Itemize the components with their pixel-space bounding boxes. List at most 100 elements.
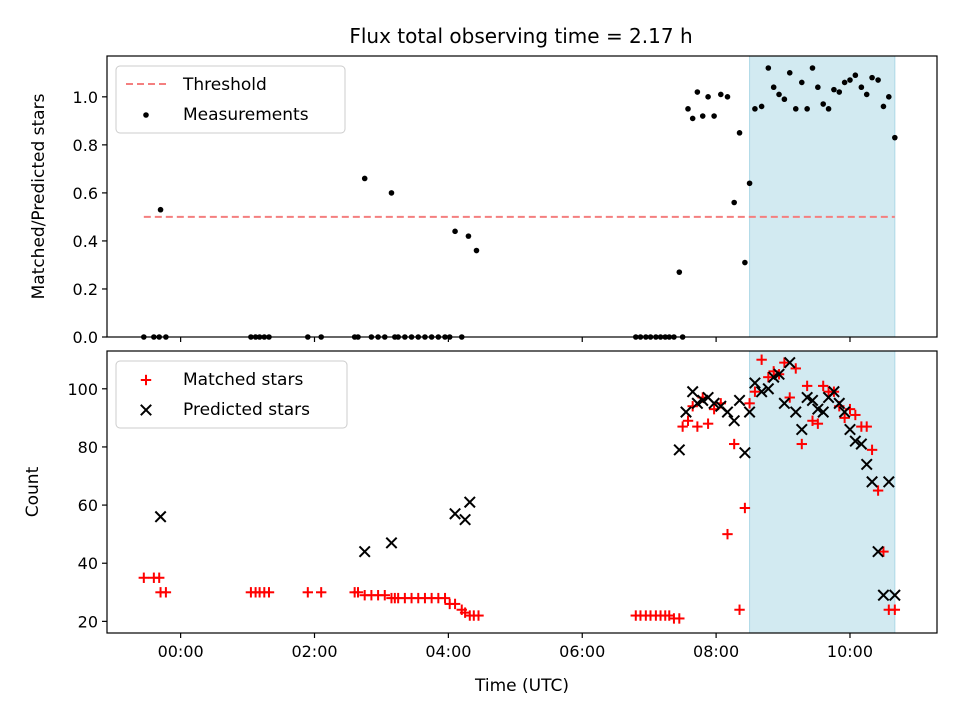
- measurement-points: [141, 65, 898, 340]
- measurement-point: [765, 65, 772, 71]
- predicted-marker-b: [673, 443, 686, 456]
- predicted-star-point: [773, 368, 785, 381]
- matched-star-point: [677, 421, 688, 432]
- predicted-marker-b: [844, 423, 856, 436]
- measurement-point: [465, 233, 472, 239]
- counts-y-tick-label: 20: [78, 612, 98, 631]
- matched-star-point: [138, 572, 150, 583]
- matched-star-point: [263, 587, 275, 598]
- measurement-point: [786, 70, 793, 76]
- predicted-marker-b: [778, 397, 791, 410]
- predicted-marker-b: [762, 382, 775, 395]
- legend-predicted-label: Predicted stars: [183, 400, 310, 420]
- measurement-point: [689, 115, 696, 122]
- ratio-legend-box: [115, 65, 346, 134]
- measurement-point: [776, 91, 782, 98]
- ratio-y-tick-label: 0.0: [73, 328, 98, 347]
- predicted-marker-b: [728, 414, 741, 427]
- measurement-point: [711, 113, 717, 119]
- predicted-marker-b: [755, 385, 768, 398]
- predicted-marker-b: [789, 406, 802, 418]
- legend-threshold-label: Threshold: [182, 75, 267, 95]
- matched-star-point: [790, 363, 801, 374]
- predicted-marker-b: [872, 545, 885, 558]
- predicted-star-point: [806, 394, 819, 407]
- measurement-point: [736, 130, 743, 136]
- legend-predicted-swatch: [140, 404, 152, 416]
- predicted-star-point: [749, 377, 761, 389]
- measurement-point: [473, 247, 480, 254]
- matched-star-point: [473, 610, 484, 621]
- matched-star-point: [796, 438, 807, 450]
- matched-star-point: [839, 412, 850, 424]
- legend-matched-label: Matched stars: [183, 370, 303, 390]
- measurement-point: [809, 65, 816, 71]
- matched-star-point: [728, 438, 740, 450]
- matched-star-point: [739, 502, 751, 514]
- measurement-point: [820, 101, 827, 107]
- predicted-marker-b: [708, 397, 721, 410]
- predicted-marker-b: [833, 397, 846, 410]
- predicted-star-point: [888, 589, 901, 602]
- highlight-span-top: [749, 55, 896, 338]
- predicted-star-point: [708, 397, 721, 410]
- predicted-star-point: [721, 406, 734, 418]
- predicted-marker-b: [795, 423, 808, 436]
- measurement-point: [836, 89, 843, 95]
- predicted-star-point: [866, 475, 878, 488]
- matched-star-point: [302, 587, 314, 598]
- predicted-marker-b: [773, 368, 785, 381]
- matched-star-point: [379, 590, 390, 601]
- matched-star-point: [352, 587, 364, 598]
- matched-star-point: [160, 587, 172, 598]
- matched-star-point: [702, 418, 714, 429]
- matched-star-point: [889, 604, 901, 615]
- matched-star-point: [779, 357, 790, 368]
- ratio-y-tick-label: 0.4: [73, 232, 98, 251]
- matched-star-point: [861, 421, 872, 432]
- measurement-point: [731, 199, 737, 206]
- predicted-marker-b: [801, 391, 814, 404]
- predicted-star-point: [855, 438, 868, 450]
- predicted-marker-b: [882, 475, 895, 488]
- measurement-point: [804, 106, 810, 112]
- predicted-star-point: [449, 507, 461, 520]
- measurement-point: [852, 72, 859, 79]
- matched-star-point: [722, 528, 733, 540]
- predicted-marker-b: [449, 507, 461, 520]
- predicted-marker-b: [358, 545, 371, 558]
- counts-legend: Matched stars Predicted stars: [115, 360, 348, 429]
- predicted-marker-b: [849, 435, 862, 448]
- measurement-point: [770, 84, 777, 91]
- matched-star-point: [744, 398, 755, 409]
- matched-star-point: [756, 354, 767, 365]
- predicted-marker-b: [866, 475, 878, 488]
- measurement-point: [452, 228, 458, 235]
- predicted-marker-b: [686, 385, 699, 398]
- matched-star-point: [449, 598, 461, 610]
- predicted-star-point: [755, 385, 768, 398]
- measurement-point: [746, 180, 753, 187]
- predicted-star-point: [882, 475, 895, 488]
- legend-matched-swatch: [140, 374, 152, 386]
- count-points: [138, 354, 901, 624]
- predicted-marker-b: [811, 403, 824, 416]
- predicted-star-point: [738, 446, 751, 459]
- measurement-point: [880, 103, 887, 110]
- predicted-star-point: [385, 536, 398, 549]
- predicted-star-point: [778, 397, 791, 410]
- predicted-star-point: [860, 458, 873, 471]
- matched-star-point: [866, 444, 878, 456]
- counts-y-tick-label: 80: [78, 438, 98, 457]
- predicted-star-point: [686, 385, 699, 398]
- measurement-point: [388, 190, 395, 196]
- predicted-star-point: [838, 406, 851, 418]
- measurement-point: [676, 269, 683, 275]
- measurement-point: [892, 134, 898, 141]
- matched-star-point: [315, 587, 327, 598]
- matched-star-point: [872, 485, 884, 496]
- ratio-y-tick-label: 1.0: [73, 88, 98, 107]
- measurement-point: [705, 94, 711, 100]
- matched-star-point: [812, 418, 824, 429]
- predicted-marker-b: [855, 438, 868, 450]
